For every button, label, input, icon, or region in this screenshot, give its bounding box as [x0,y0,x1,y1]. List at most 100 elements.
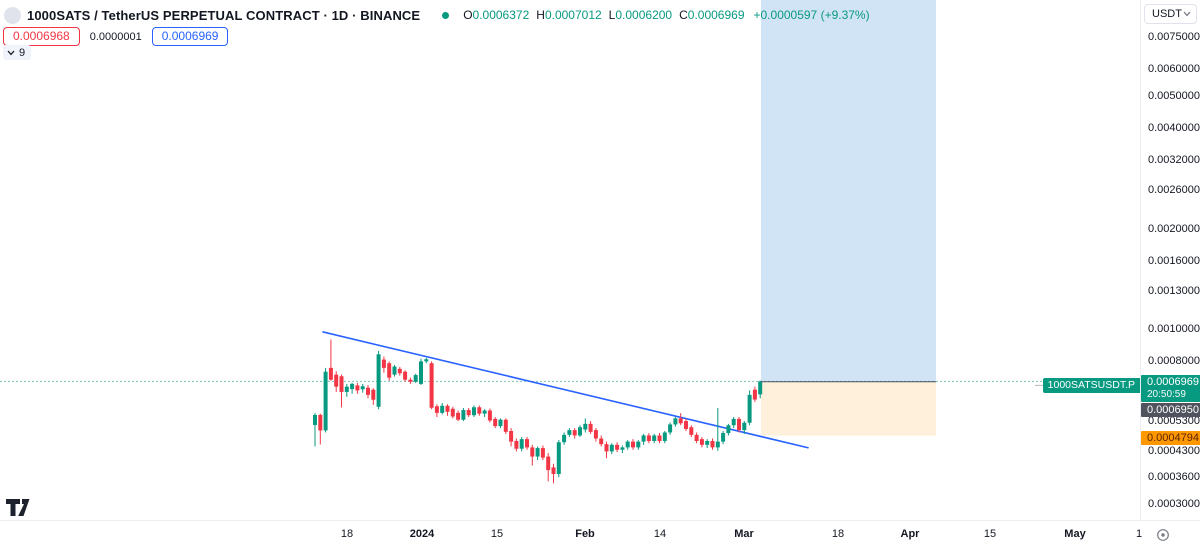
candle-body [615,444,620,450]
candle-body [440,405,445,413]
candle-body [419,361,423,384]
candle-body [371,389,376,400]
candle-body [482,410,487,414]
candle-body [689,427,694,435]
candle-body [413,375,418,382]
candle-body [731,418,736,426]
symbol-title[interactable]: 1000SATS / TetherUS PERPETUAL CONTRACT ·… [27,7,421,23]
sell-button[interactable]: 0.0006968 [3,27,80,46]
last-price-label: 0.0006969 20:50:59 [1141,375,1200,403]
candle-body [599,438,604,445]
time-tick-label: May [1064,528,1086,540]
chevron-down-icon [7,50,15,55]
open-value: 0.0006372 [472,8,530,22]
tradingview-logo[interactable] [5,497,37,519]
candlestick-chart[interactable] [0,0,1140,520]
candle-body [477,407,482,414]
time-tick-label: Mar [734,528,754,540]
long-position-stop-box [761,381,936,436]
chart-legend: 1000SATS / TetherUS PERPETUAL CONTRACT ·… [4,5,870,25]
candle-body [498,419,503,427]
candle-body [699,439,704,445]
candle-body [445,405,450,412]
candle-body [646,435,651,441]
candle-body [609,444,614,452]
candle-body [509,430,514,442]
candle-body [519,439,524,449]
candle-body [551,467,556,474]
candle-body [466,410,471,416]
candle-body [758,381,763,395]
candle-body [503,419,508,432]
candle-body [636,441,641,448]
candle-body [705,440,710,445]
candle-body [530,447,535,457]
spread-value: 0.0000001 [89,30,142,43]
price-tick-label: 0.0010000 [1148,323,1200,336]
price-tick-label: 0.0040000 [1148,122,1200,134]
time-tick-label: 18 [340,528,354,540]
candle-body [450,408,455,417]
time-tick-label: 15 [490,528,504,540]
price-axis[interactable]: USDT 0.0075000 0.0060000 0.0050000 0.004000… [1140,0,1200,520]
low-label: L [608,8,616,22]
trade-panel: 0.0006968 0.0000001 0.0006969 [3,27,229,46]
candle-body [360,386,365,390]
price-tick-label: 0.0060000 [1148,63,1200,76]
candle-body [684,421,688,429]
chart-canvas[interactable]: 1000SATS / TetherUS PERPETUAL CONTRACT ·… [0,0,1140,520]
candle-body [366,387,370,395]
candle-body [334,374,339,387]
scales-settings-icon[interactable] [1156,528,1170,542]
legend-collapse-chip[interactable]: 9 [3,45,32,60]
time-tick-label: 1 [1135,528,1143,540]
candle-body [487,410,492,421]
symbol-logo [4,6,21,24]
candle-body [726,425,731,434]
candle-body [678,418,683,424]
candle-body [323,371,328,431]
price-tick-label: 0.0003600 [1148,471,1200,484]
candle-body [403,371,408,380]
time-tick-label: 2024 [409,528,435,540]
candle-body [350,383,355,390]
price-tick-label: 0.0050000 [1148,89,1200,102]
candle-body [620,447,625,450]
candle-body [556,442,561,474]
position-symbol-flag[interactable]: 1000SATSUSDT.P [1042,378,1140,393]
currency-dropdown[interactable]: USDT [1144,4,1197,24]
time-tick-label: 14 [653,528,667,540]
time-tick-label: 15 [983,528,997,540]
candle-body [673,418,678,425]
candle-body [562,434,567,443]
candle-body [657,435,662,441]
candle-body [387,363,392,378]
candle-body [694,434,699,441]
buy-button[interactable]: 0.0006969 [151,27,229,46]
candle-body [434,406,439,413]
candle-body [535,448,540,457]
time-axis[interactable]: 18 2024 15 Feb 14 Mar 18 Apr 15 May 1 [0,520,1200,547]
long-position-profit-box [761,0,936,382]
candle-body [525,439,529,448]
candle-body [318,414,323,431]
high-label: H [536,8,545,22]
candle-body [461,410,466,420]
close-label: C [679,8,688,22]
candle-body [641,435,646,442]
close-value: 0.0006969 [687,8,745,22]
candle-body [424,359,429,362]
chevron-down-icon [1183,11,1191,17]
descending-trendline [322,331,809,449]
candle-body [752,389,757,400]
price-tick-label: 0.0020000 [1148,222,1200,235]
price-tick-label: 0.0005300 [1148,415,1200,428]
time-tick-label: Apr [900,528,920,540]
open-label: O [463,8,473,22]
ohlc-readout: O0.0006372 H0.0007012 L0.0006200 C0.0006… [463,8,869,22]
candle-body [546,456,551,471]
candle-body [747,394,752,423]
candle-body [715,441,720,448]
candle-body [355,385,360,391]
